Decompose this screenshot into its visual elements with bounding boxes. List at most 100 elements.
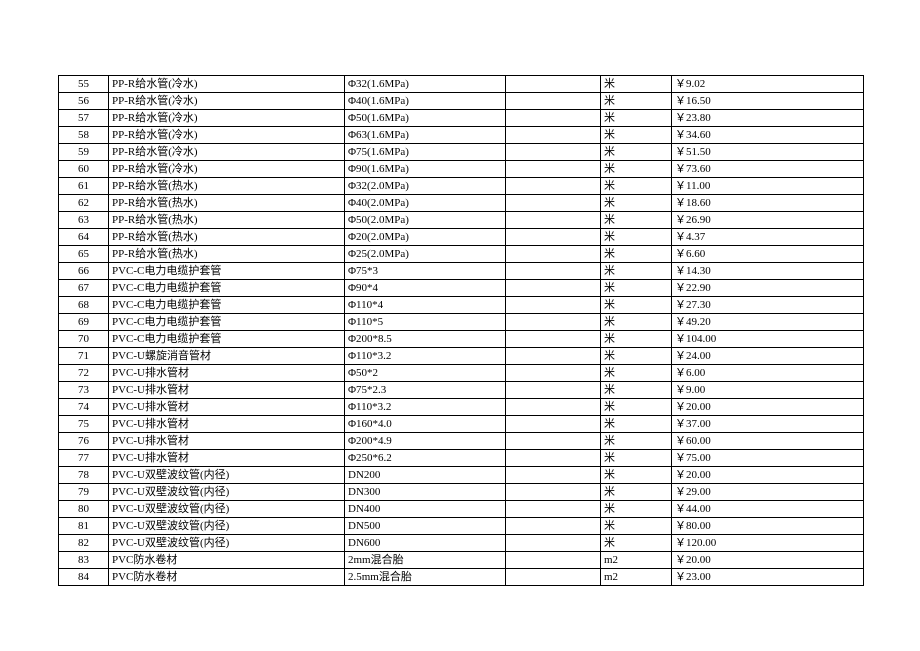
cell-gap xyxy=(506,569,601,586)
cell-name: PP-R给水管(热水) xyxy=(109,195,345,212)
cell-idx: 65 xyxy=(59,246,109,263)
cell-spec: Φ40(2.0MPa) xyxy=(345,195,506,212)
cell-unit: m2 xyxy=(601,569,672,586)
cell-price: ￥49.20 xyxy=(672,314,864,331)
cell-name: PVC防水卷材 xyxy=(109,569,345,586)
table-row: 83PVC防水卷材2mm混合胎m2￥20.00 xyxy=(59,552,864,569)
cell-spec: Φ75(1.6MPa) xyxy=(345,144,506,161)
cell-idx: 74 xyxy=(59,399,109,416)
cell-name: PP-R给水管(热水) xyxy=(109,229,345,246)
cell-gap xyxy=(506,450,601,467)
cell-unit: 米 xyxy=(601,501,672,518)
cell-idx: 55 xyxy=(59,76,109,93)
table-row: 78PVC-U双壁波纹管(内径)DN200米￥20.00 xyxy=(59,467,864,484)
cell-spec: Φ32(2.0MPa) xyxy=(345,178,506,195)
cell-spec: Φ50*2 xyxy=(345,365,506,382)
cell-price: ￥26.90 xyxy=(672,212,864,229)
cell-spec: Φ25(2.0MPa) xyxy=(345,246,506,263)
cell-name: PVC-C电力电缆护套管 xyxy=(109,263,345,280)
table-row: 55PP-R给水管(冷水)Φ32(1.6MPa)米￥9.02 xyxy=(59,76,864,93)
cell-idx: 84 xyxy=(59,569,109,586)
cell-gap xyxy=(506,110,601,127)
cell-unit: 米 xyxy=(601,518,672,535)
cell-idx: 64 xyxy=(59,229,109,246)
cell-unit: 米 xyxy=(601,348,672,365)
cell-spec: Φ32(1.6MPa) xyxy=(345,76,506,93)
cell-gap xyxy=(506,552,601,569)
cell-unit: 米 xyxy=(601,314,672,331)
cell-idx: 81 xyxy=(59,518,109,535)
cell-price: ￥23.80 xyxy=(672,110,864,127)
cell-unit: 米 xyxy=(601,178,672,195)
cell-gap xyxy=(506,348,601,365)
cell-name: PP-R给水管(热水) xyxy=(109,212,345,229)
cell-gap xyxy=(506,178,601,195)
cell-idx: 83 xyxy=(59,552,109,569)
cell-name: PP-R给水管(热水) xyxy=(109,246,345,263)
cell-gap xyxy=(506,535,601,552)
cell-idx: 58 xyxy=(59,127,109,144)
cell-name: PVC-U排水管材 xyxy=(109,399,345,416)
cell-unit: 米 xyxy=(601,416,672,433)
cell-spec: DN200 xyxy=(345,467,506,484)
cell-unit: 米 xyxy=(601,263,672,280)
cell-idx: 80 xyxy=(59,501,109,518)
cell-spec: Φ110*3.2 xyxy=(345,348,506,365)
cell-unit: 米 xyxy=(601,399,672,416)
cell-spec: Φ50(2.0MPa) xyxy=(345,212,506,229)
cell-unit: 米 xyxy=(601,484,672,501)
table-row: 70PVC-C电力电缆护套管Φ200*8.5米￥104.00 xyxy=(59,331,864,348)
cell-name: PVC-U双壁波纹管(内径) xyxy=(109,518,345,535)
cell-price: ￥14.30 xyxy=(672,263,864,280)
cell-idx: 73 xyxy=(59,382,109,399)
cell-gap xyxy=(506,314,601,331)
table-row: 68PVC-C电力电缆护套管Φ110*4米￥27.30 xyxy=(59,297,864,314)
table-row: 82PVC-U双壁波纹管(内径)DN600米￥120.00 xyxy=(59,535,864,552)
table-row: 71PVC-U螺旋消音管材Φ110*3.2米￥24.00 xyxy=(59,348,864,365)
cell-price: ￥18.60 xyxy=(672,195,864,212)
cell-name: PVC-U排水管材 xyxy=(109,450,345,467)
table-row: 76PVC-U排水管材Φ200*4.9米￥60.00 xyxy=(59,433,864,450)
cell-spec: Φ110*4 xyxy=(345,297,506,314)
cell-spec: Φ75*2.3 xyxy=(345,382,506,399)
cell-price: ￥27.30 xyxy=(672,297,864,314)
table-row: 58PP-R给水管(冷水)Φ63(1.6MPa)米￥34.60 xyxy=(59,127,864,144)
table-row: 67PVC-C电力电缆护套管Φ90*4米￥22.90 xyxy=(59,280,864,297)
cell-price: ￥9.02 xyxy=(672,76,864,93)
cell-spec: Φ200*4.9 xyxy=(345,433,506,450)
cell-name: PVC-U螺旋消音管材 xyxy=(109,348,345,365)
table-row: 84PVC防水卷材2.5mm混合胎m2￥23.00 xyxy=(59,569,864,586)
cell-spec: Φ110*3.2 xyxy=(345,399,506,416)
table-row: 77PVC-U排水管材Φ250*6.2米￥75.00 xyxy=(59,450,864,467)
cell-idx: 75 xyxy=(59,416,109,433)
table-row: 56PP-R给水管(冷水)Φ40(1.6MPa)米￥16.50 xyxy=(59,93,864,110)
cell-gap xyxy=(506,161,601,178)
cell-gap xyxy=(506,212,601,229)
table-row: 79PVC-U双壁波纹管(内径)DN300米￥29.00 xyxy=(59,484,864,501)
cell-gap xyxy=(506,229,601,246)
cell-gap xyxy=(506,263,601,280)
cell-gap xyxy=(506,195,601,212)
cell-gap xyxy=(506,76,601,93)
cell-unit: 米 xyxy=(601,450,672,467)
cell-name: PP-R给水管(冷水) xyxy=(109,161,345,178)
table-row: 66PVC-C电力电缆护套管Φ75*3米￥14.30 xyxy=(59,263,864,280)
cell-name: PVC-U排水管材 xyxy=(109,433,345,450)
cell-idx: 69 xyxy=(59,314,109,331)
cell-unit: 米 xyxy=(601,229,672,246)
cell-idx: 56 xyxy=(59,93,109,110)
cell-idx: 70 xyxy=(59,331,109,348)
cell-name: PP-R给水管(冷水) xyxy=(109,93,345,110)
cell-price: ￥20.00 xyxy=(672,399,864,416)
cell-price: ￥16.50 xyxy=(672,93,864,110)
cell-idx: 71 xyxy=(59,348,109,365)
cell-idx: 61 xyxy=(59,178,109,195)
cell-name: PP-R给水管(热水) xyxy=(109,178,345,195)
table-row: 64PP-R给水管(热水)Φ20(2.0MPa)米￥4.37 xyxy=(59,229,864,246)
cell-spec: Φ20(2.0MPa) xyxy=(345,229,506,246)
cell-spec: Φ75*3 xyxy=(345,263,506,280)
cell-name: PVC-U双壁波纹管(内径) xyxy=(109,501,345,518)
cell-name: PP-R给水管(冷水) xyxy=(109,144,345,161)
price-table: 55PP-R给水管(冷水)Φ32(1.6MPa)米￥9.0256PP-R给水管(… xyxy=(58,75,864,586)
cell-gap xyxy=(506,297,601,314)
